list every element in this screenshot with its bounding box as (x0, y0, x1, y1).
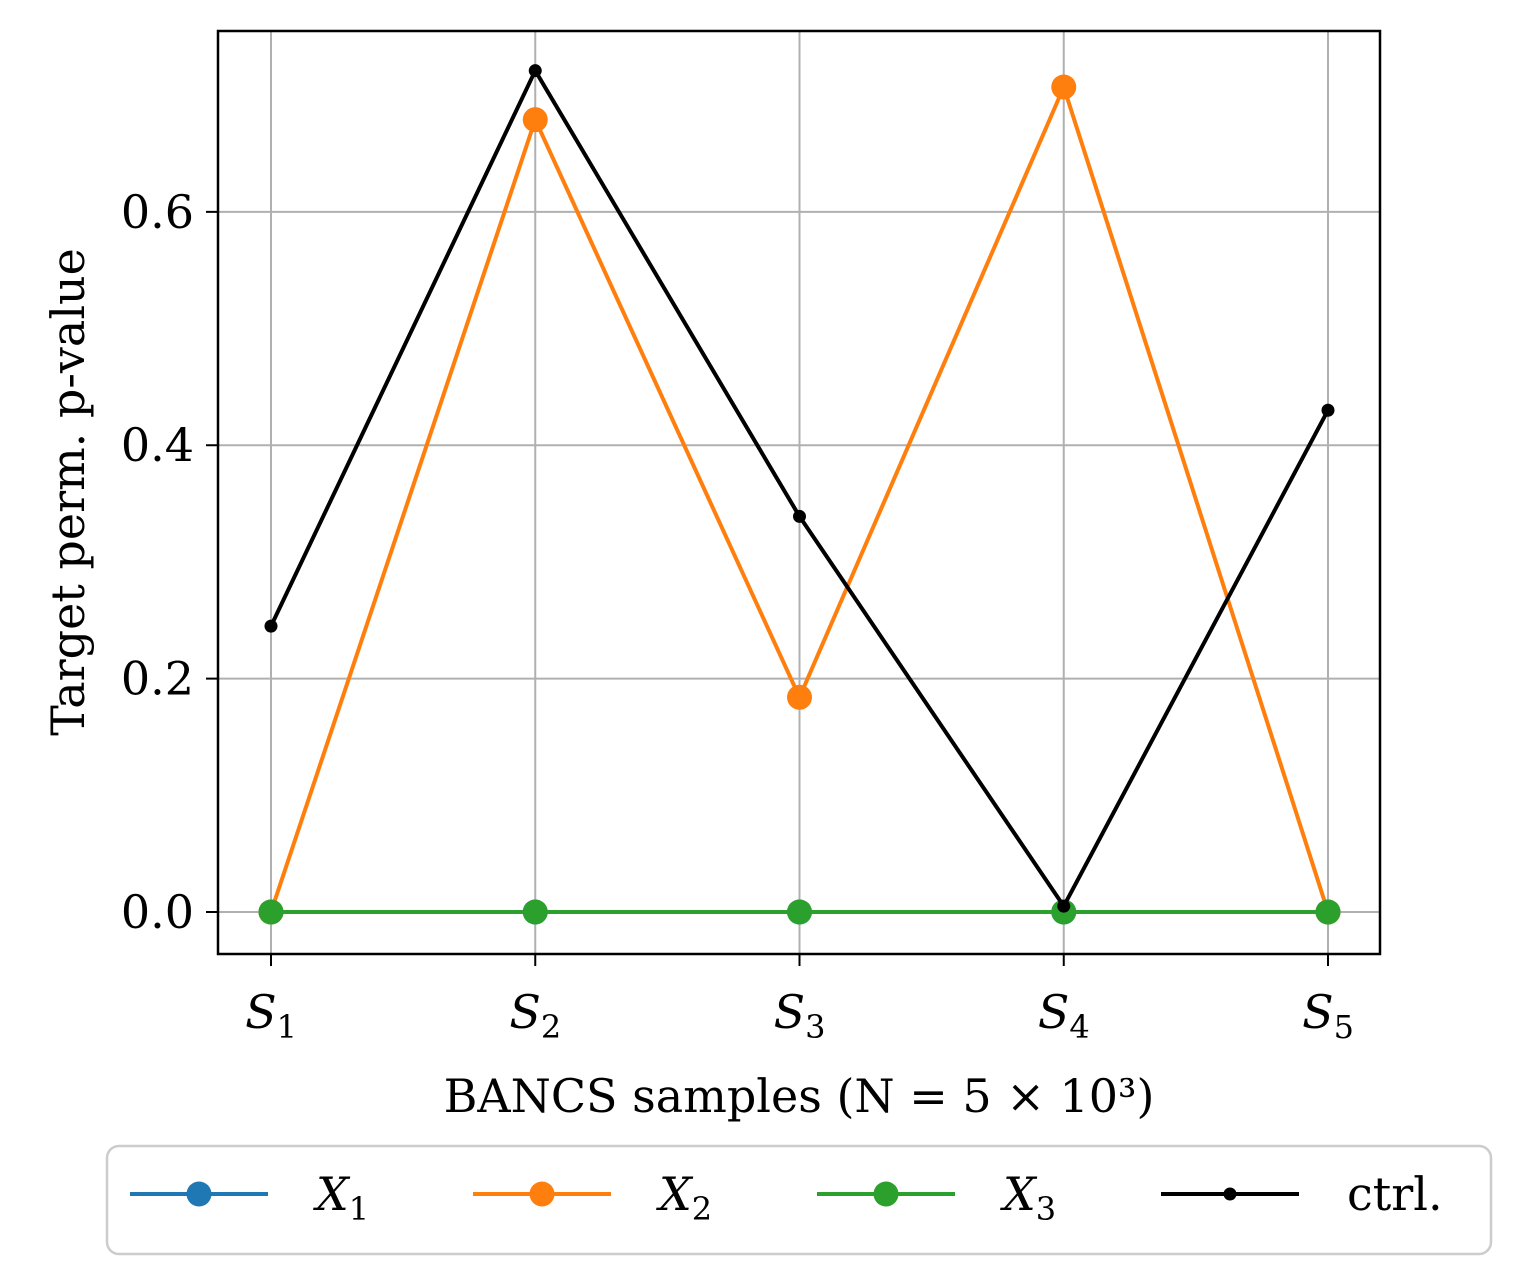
legend-swatch-marker (186, 1181, 212, 1207)
legend-label: X3 (1000, 1167, 1056, 1228)
y-tick-label: 0.4 (121, 418, 194, 472)
data-point (522, 899, 548, 925)
legend-label: ctrl. (1347, 1167, 1443, 1221)
series-X3 (258, 899, 1341, 925)
y-axis: 0.0 0.2 0.4 0.6 (121, 185, 218, 939)
data-point (787, 899, 812, 925)
legend-item: X2 (473, 1167, 712, 1228)
data-point (1057, 899, 1071, 913)
x-tick-label: S1 (245, 985, 297, 1046)
legend-item: X1 (130, 1167, 369, 1228)
data-point (1321, 403, 1335, 417)
legend-item: X3 (817, 1167, 1056, 1228)
data-point (1315, 899, 1341, 925)
x-tick-label: S5 (1302, 985, 1354, 1046)
data-point (264, 619, 278, 633)
grid (218, 31, 1380, 954)
y-tick-label: 0.2 (121, 652, 194, 706)
legend-box (105, 1144, 1493, 1256)
legend-swatch-marker (1223, 1187, 1237, 1201)
legend-label: X1 (313, 1167, 369, 1228)
series-ctrl (264, 64, 1335, 913)
legend-swatch-marker (529, 1181, 555, 1207)
legend-label: X2 (656, 1167, 712, 1228)
x-axis: S1 S2 S3 S4 S5 (245, 954, 1354, 1046)
data-point (522, 107, 548, 133)
y-tick-label: 0.6 (121, 185, 194, 239)
series-layer (258, 64, 1341, 925)
data-point (258, 899, 284, 925)
data-point (787, 684, 812, 710)
legend: X1 X2 X3 ctrl. (105, 1144, 1493, 1256)
y-tick-label: 0.0 (121, 885, 194, 939)
x-tick-label: S4 (1038, 985, 1090, 1046)
data-point (1051, 74, 1077, 100)
legend-item: ctrl. (1161, 1167, 1443, 1221)
x-axis-label: BANCS samples (N = 5 × 10³) (444, 1069, 1155, 1123)
data-point (793, 509, 806, 523)
x-tick-label: S3 (774, 985, 826, 1046)
data-point (528, 64, 542, 78)
legend-swatch-marker (873, 1181, 899, 1207)
y-axis-label: Target perm. p-value (41, 248, 95, 736)
x-tick-label: S2 (509, 985, 561, 1046)
